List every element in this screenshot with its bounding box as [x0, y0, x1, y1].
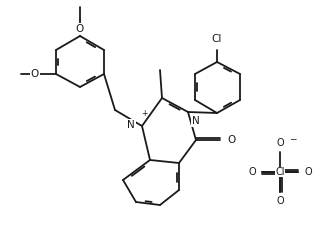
Text: O: O: [248, 167, 256, 177]
Text: O: O: [276, 138, 284, 148]
Text: N: N: [127, 120, 135, 130]
Text: O: O: [304, 167, 312, 177]
Text: +: +: [141, 109, 147, 118]
Text: −: −: [289, 134, 296, 144]
Text: N: N: [192, 116, 200, 126]
Text: O: O: [76, 24, 84, 34]
Text: O: O: [227, 135, 235, 145]
Text: Cl: Cl: [212, 34, 222, 44]
Text: Cl: Cl: [275, 167, 285, 177]
Text: O: O: [276, 196, 284, 206]
Text: O: O: [31, 69, 39, 79]
